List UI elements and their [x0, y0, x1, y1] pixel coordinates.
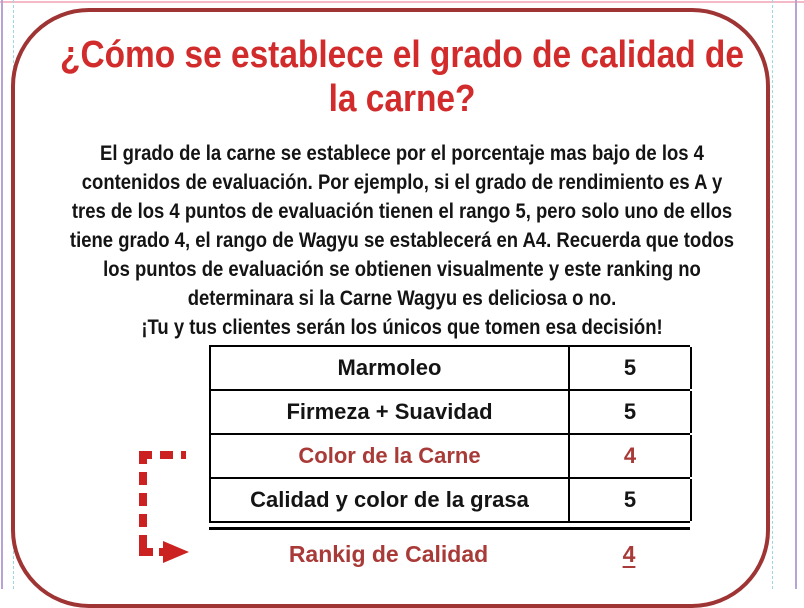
table-row: Calidad y color de la grasa 5: [209, 477, 692, 521]
guide-line-top: [0, 1, 804, 3]
row-label: Color de la Carne: [211, 435, 570, 477]
summary-label: Rankig de Calidad: [288, 540, 489, 567]
arrow-head: [163, 541, 189, 563]
guide-line-left: [1, 0, 3, 589]
summary-row: Rankig de Calidad 4: [209, 532, 690, 576]
double-rule: [209, 521, 690, 530]
row-value: 4: [570, 435, 692, 477]
row-value: 5: [570, 479, 692, 521]
guide-dashed-right: [772, 0, 773, 589]
table-row: Firmeza + Suavidad 5: [209, 389, 692, 433]
grading-table: Marmoleo 5 Firmeza + Suavidad 5 Color de…: [209, 345, 692, 576]
row-value: 5: [570, 391, 692, 433]
table-row-highlighted: Color de la Carne 4: [209, 433, 692, 477]
row-label: Marmoleo: [211, 347, 570, 389]
row-value: 5: [570, 347, 692, 389]
slide-title: ¿Cómo se establece el grado de calidad d…: [60, 34, 744, 120]
arrow-top-segment: [139, 451, 186, 459]
arrow-vertical-segment: [139, 451, 147, 556]
body-text: El grado de la carne se establece por el…: [69, 142, 735, 339]
summary-value: 4: [622, 540, 636, 567]
row-label: Calidad y color de la grasa: [211, 479, 570, 521]
table-row: Marmoleo 5: [209, 345, 692, 389]
row-label: Firmeza + Suavidad: [211, 391, 570, 433]
arrow-bottom-segment: [139, 548, 169, 556]
guide-line-right: [795, 0, 797, 589]
